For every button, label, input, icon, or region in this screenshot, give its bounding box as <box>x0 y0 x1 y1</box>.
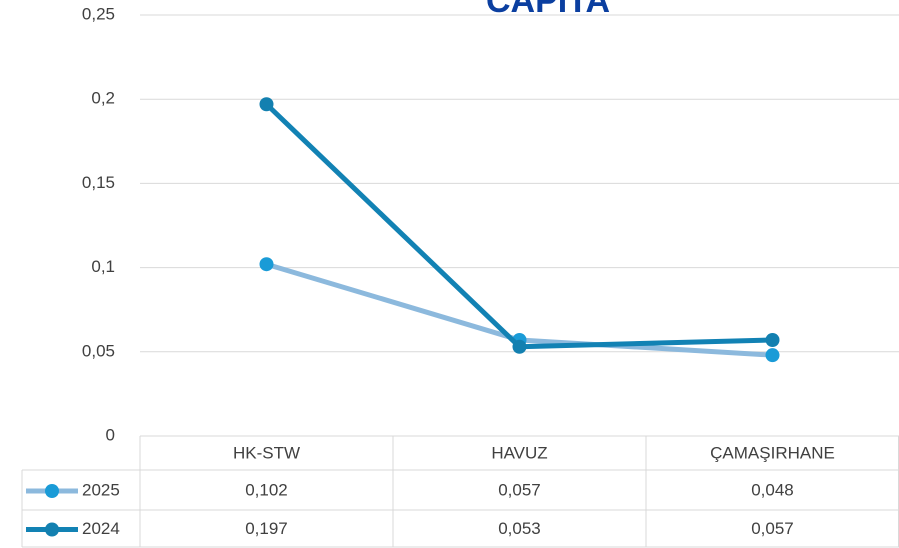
y-tick-label: 0,25 <box>82 4 115 23</box>
y-tick-label: 0,1 <box>91 257 115 276</box>
table-value: 0,057 <box>498 480 541 499</box>
table-value: 0,053 <box>498 519 541 538</box>
table-value: 0,197 <box>245 519 288 538</box>
y-tick-label: 0 <box>106 425 115 444</box>
y-tick-label: 0,05 <box>82 341 115 360</box>
legend-label: 2024 <box>82 519 120 538</box>
x-tick-label: HK-STW <box>233 443 300 462</box>
marker <box>765 333 780 348</box>
table-value: 0,048 <box>751 480 794 499</box>
chart-title: CAPITA <box>486 0 610 20</box>
y-tick-label: 0,2 <box>91 89 115 108</box>
series-line <box>264 101 775 350</box>
legend-marker <box>45 522 59 537</box>
marker <box>259 257 274 272</box>
marker <box>259 97 274 112</box>
marker <box>765 348 780 363</box>
x-tick-label: ÇAMAŞIRHANE <box>710 443 835 462</box>
legend-marker <box>45 484 59 498</box>
marker <box>512 339 527 354</box>
legend-label: 2025 <box>82 480 120 499</box>
y-tick-label: 0,15 <box>82 173 115 192</box>
table-value: 0,102 <box>245 480 288 499</box>
table-value: 0,057 <box>751 519 794 538</box>
x-tick-label: HAVUZ <box>491 443 547 462</box>
